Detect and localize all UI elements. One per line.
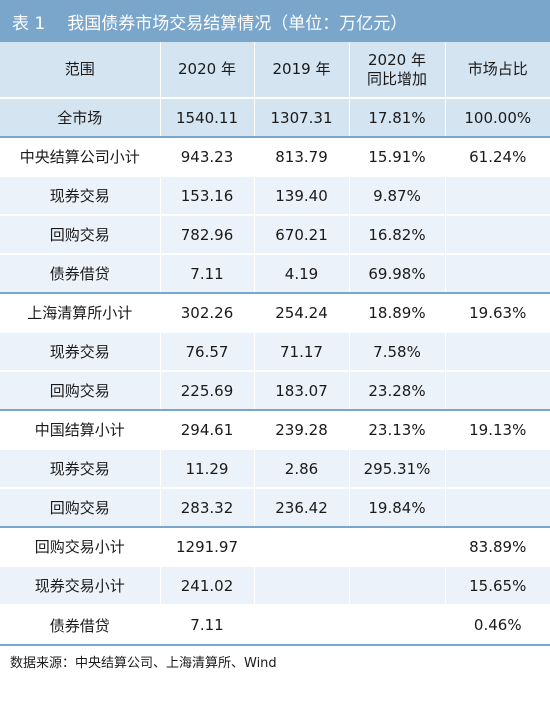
cell: 中央结算公司小计 — [0, 137, 161, 176]
cell: 现券交易 — [0, 449, 161, 488]
table-title-text: 我国债券市场交易结算情况（单位：万亿元） — [67, 13, 408, 34]
cell — [254, 527, 350, 566]
settlement-table: 范围 2020 年 2019 年 2020 年同比增加 市场占比 全市场 1540… — [0, 42, 550, 644]
cell: 回购交易 — [0, 488, 161, 527]
cell: 1291.97 — [160, 527, 255, 566]
cell: 15.65% — [445, 566, 550, 605]
cell: 0.46% — [445, 605, 550, 644]
table-row: 债券借贷 7.11 0.46% — [0, 605, 550, 644]
cell: 回购交易 — [0, 215, 161, 254]
cell — [445, 332, 550, 371]
cell — [445, 488, 550, 527]
cell: 9.87% — [349, 176, 446, 215]
cell: 225.69 — [160, 371, 255, 410]
cell: 现券交易 — [0, 176, 161, 215]
cell: 254.24 — [254, 293, 350, 332]
cell: 61.24% — [445, 137, 550, 176]
cell — [349, 527, 446, 566]
cell: 183.07 — [254, 371, 350, 410]
table-row: 债券借贷 7.11 4.19 69.98% — [0, 254, 550, 293]
cell: 19.84% — [349, 488, 446, 527]
cell — [445, 215, 550, 254]
header-scope: 范围 — [0, 42, 161, 98]
cell: 现券交易小计 — [0, 566, 161, 605]
cell — [445, 254, 550, 293]
table-row: 中国结算小计 294.61 239.28 23.13% 19.13% — [0, 410, 550, 449]
table-row: 现券交易 153.16 139.40 9.87% — [0, 176, 550, 215]
header-2019: 2019 年 — [254, 42, 350, 98]
cell: 11.29 — [160, 449, 255, 488]
table-row: 上海清算所小计 302.26 254.24 18.89% 19.63% — [0, 293, 550, 332]
table-row: 回购交易 283.32 236.42 19.84% — [0, 488, 550, 527]
cell — [349, 605, 446, 644]
cell: 1540.11 — [160, 98, 255, 137]
table-row: 全市场 1540.11 1307.31 17.81% 100.00% — [0, 98, 550, 137]
cell: 782.96 — [160, 215, 255, 254]
cell: 4.19 — [254, 254, 350, 293]
table-row: 现券交易 76.57 71.17 7.58% — [0, 332, 550, 371]
cell: 294.61 — [160, 410, 255, 449]
cell: 943.23 — [160, 137, 255, 176]
cell: 回购交易 — [0, 371, 161, 410]
cell: 1307.31 — [254, 98, 350, 137]
table-row: 现券交易 11.29 2.86 295.31% — [0, 449, 550, 488]
cell: 17.81% — [349, 98, 446, 137]
cell — [254, 566, 350, 605]
cell: 全市场 — [0, 98, 161, 137]
cell: 债券借贷 — [0, 254, 161, 293]
cell: 302.26 — [160, 293, 255, 332]
cell: 7.11 — [160, 254, 255, 293]
table-row: 回购交易 782.96 670.21 16.82% — [0, 215, 550, 254]
cell: 2.86 — [254, 449, 350, 488]
cell: 239.28 — [254, 410, 350, 449]
cell: 23.28% — [349, 371, 446, 410]
cell: 现券交易 — [0, 332, 161, 371]
table-bottom-rule — [0, 644, 550, 646]
header-yoy-line2: 同比增加 — [366, 69, 427, 88]
cell — [254, 605, 350, 644]
cell: 23.13% — [349, 410, 446, 449]
table-number: 表 1 — [12, 13, 46, 34]
header-share: 市场占比 — [445, 42, 550, 98]
cell: 债券借贷 — [0, 605, 161, 644]
cell: 69.98% — [349, 254, 446, 293]
header-row: 范围 2020 年 2019 年 2020 年同比增加 市场占比 — [0, 42, 550, 98]
cell: 19.13% — [445, 410, 550, 449]
cell: 236.42 — [254, 488, 350, 527]
cell: 100.00% — [445, 98, 550, 137]
table-row: 回购交易小计 1291.97 83.89% — [0, 527, 550, 566]
cell: 16.82% — [349, 215, 446, 254]
table-row: 现券交易小计 241.02 15.65% — [0, 566, 550, 605]
cell — [445, 371, 550, 410]
cell: 7.58% — [349, 332, 446, 371]
cell: 153.16 — [160, 176, 255, 215]
header-yoy: 2020 年同比增加 — [349, 42, 446, 98]
cell — [445, 449, 550, 488]
cell: 中国结算小计 — [0, 410, 161, 449]
cell: 上海清算所小计 — [0, 293, 161, 332]
cell: 71.17 — [254, 332, 350, 371]
cell: 19.63% — [445, 293, 550, 332]
cell — [349, 566, 446, 605]
cell: 295.31% — [349, 449, 446, 488]
cell: 83.89% — [445, 527, 550, 566]
cell: 241.02 — [160, 566, 255, 605]
table-title: 表 1 我国债券市场交易结算情况（单位：万亿元） — [0, 0, 550, 42]
header-yoy-line1: 2020 年 — [368, 50, 426, 69]
cell: 670.21 — [254, 215, 350, 254]
cell: 18.89% — [349, 293, 446, 332]
cell: 回购交易小计 — [0, 527, 161, 566]
cell — [445, 176, 550, 215]
cell: 7.11 — [160, 605, 255, 644]
cell: 139.40 — [254, 176, 350, 215]
cell: 15.91% — [349, 137, 446, 176]
header-2020: 2020 年 — [160, 42, 255, 98]
cell: 283.32 — [160, 488, 255, 527]
cell: 76.57 — [160, 332, 255, 371]
table-row: 回购交易 225.69 183.07 23.28% — [0, 371, 550, 410]
source-note: 数据来源：中央结算公司、上海清算所、Wind — [10, 656, 277, 671]
cell: 813.79 — [254, 137, 350, 176]
table-row: 中央结算公司小计 943.23 813.79 15.91% 61.24% — [0, 137, 550, 176]
